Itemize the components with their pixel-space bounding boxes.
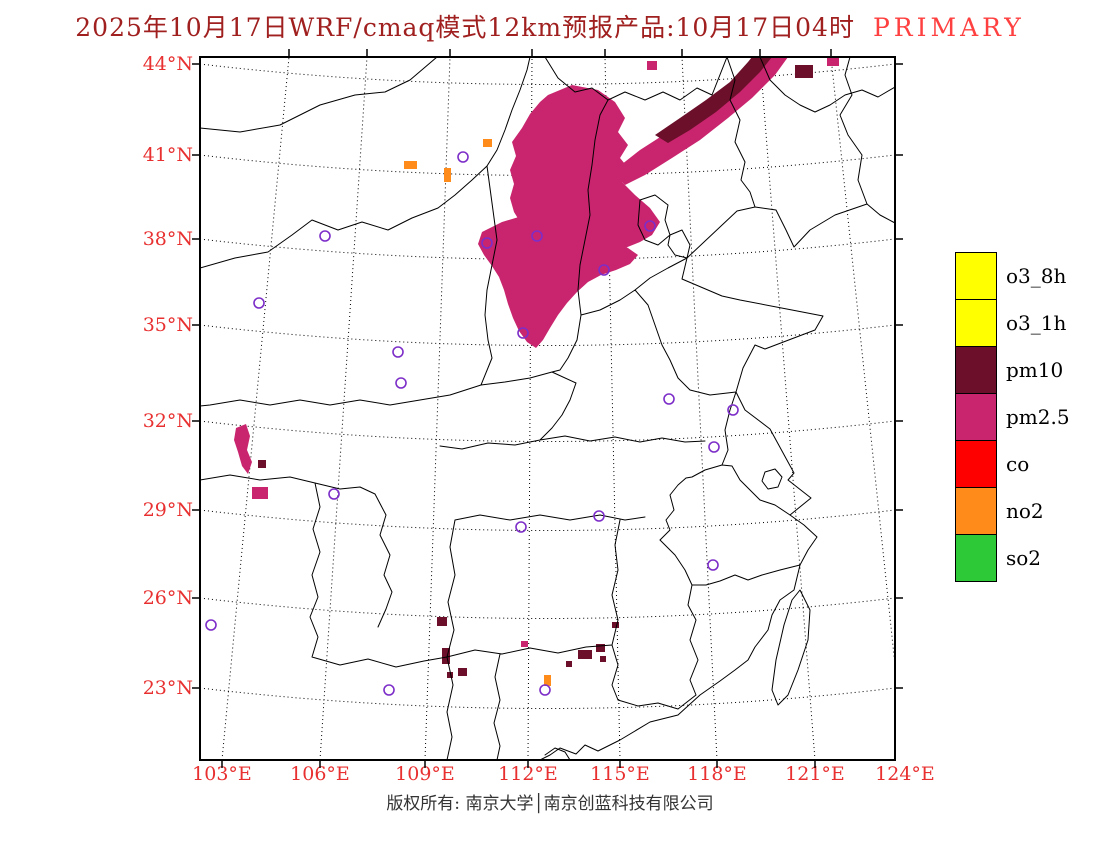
legend-label-so2: so2 <box>1006 546 1042 570</box>
lat-tick-29n: 29°N <box>142 499 193 521</box>
legend-label-no2: no2 <box>1006 499 1044 523</box>
lat-tick-38n: 38°N <box>142 228 193 250</box>
legend-item-pm25: pm2.5 <box>955 393 1070 441</box>
city-markers <box>205 151 739 696</box>
lon-tick-124e: 124°E <box>875 763 935 785</box>
lon-tick-103e: 103°E <box>192 763 252 785</box>
lon-tick-106e: 106°E <box>290 763 350 785</box>
lon-tick-115e: 115°E <box>590 763 650 785</box>
figure-title: 2025年10月17日WRF/cmaq模式12km预报产品:10月17日04时 P… <box>0 8 1100 44</box>
legend-label-o3-1h: o3_1h <box>1006 311 1067 335</box>
legend-label-pm25: pm2.5 <box>1006 405 1070 429</box>
legend-item-co: co <box>955 440 1070 488</box>
legend-item-o3-8h: o3_8h <box>955 252 1070 300</box>
lon-tick-109e: 109°E <box>395 763 455 785</box>
province-boundaries <box>200 57 895 760</box>
no2-areas <box>404 139 551 686</box>
lat-tick-41n: 41°N <box>142 144 193 166</box>
legend-label-pm10: pm10 <box>1006 358 1064 382</box>
legend-swatch-no2 <box>955 487 997 535</box>
legend-swatch-so2 <box>955 534 997 582</box>
map-canvas <box>192 49 903 768</box>
title-text: 2025年10月17日WRF/cmaq模式12km预报产品:10月17日04时 <box>75 13 855 42</box>
lat-tick-35n: 35°N <box>142 314 193 336</box>
copyright: 版权所有: 南京大学│南京创蓝科技有限公司 <box>386 794 714 814</box>
lat-tick-44n: 44°N <box>142 53 193 75</box>
legend: o3_8h o3_1h pm10 pm2.5 co no2 so2 <box>955 252 1070 582</box>
legend-label-co: co <box>1006 452 1030 476</box>
legend-swatch-o3-8h <box>955 252 997 300</box>
lat-tick-23n: 23°N <box>142 677 193 699</box>
legend-item-so2: so2 <box>955 534 1070 582</box>
title-primary-flag: PRIMARY <box>872 13 1025 42</box>
lon-tick-112e: 112°E <box>498 763 558 785</box>
pm25-areas <box>234 57 839 647</box>
legend-item-pm10: pm10 <box>955 346 1070 394</box>
legend-item-no2: no2 <box>955 487 1070 535</box>
lon-tick-121e: 121°E <box>785 763 845 785</box>
legend-swatch-pm25 <box>955 393 997 441</box>
legend-swatch-o3-1h <box>955 299 997 347</box>
map-plot <box>190 47 905 770</box>
axis-ticks <box>192 49 903 768</box>
legend-label-o3-8h: o3_8h <box>1006 264 1067 288</box>
pm10-areas <box>258 57 813 678</box>
lat-tick-26n: 26°N <box>142 587 193 609</box>
legend-swatch-pm10 <box>955 346 997 394</box>
legend-item-o3-1h: o3_1h <box>955 299 1070 347</box>
lat-tick-32n: 32°N <box>142 410 193 432</box>
lon-tick-118e: 118°E <box>687 763 747 785</box>
legend-swatch-co <box>955 440 997 488</box>
map-frame <box>199 56 896 761</box>
